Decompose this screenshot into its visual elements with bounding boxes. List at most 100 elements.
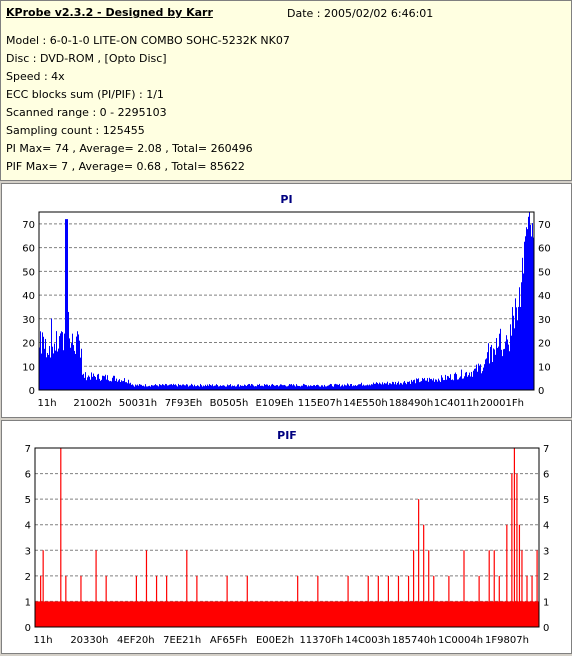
pi-bar [325, 386, 326, 390]
pi-bar [518, 306, 519, 390]
pi-bar [391, 384, 392, 390]
pif-spike [506, 524, 508, 627]
pi-bar [125, 382, 126, 390]
pi-bar [72, 333, 73, 390]
pi-bar [262, 385, 263, 390]
pi-chart-title: PI [280, 193, 292, 206]
pif-spike [166, 575, 168, 627]
pi-bar [191, 383, 192, 390]
pi-bar [284, 384, 285, 390]
pi-bar [482, 371, 483, 390]
pi-bar [427, 378, 428, 390]
pi-bar [76, 336, 77, 390]
pi-bar [227, 384, 228, 390]
pi-bar [387, 381, 388, 390]
pi-bar [231, 386, 232, 390]
pi-bar [289, 384, 290, 390]
pi-bar [497, 347, 498, 390]
pif-spike [513, 448, 515, 627]
pi-bar [228, 385, 229, 390]
pi-bar [444, 380, 445, 390]
pi-bar [324, 384, 325, 390]
pi-bar [215, 385, 216, 390]
pi-chart: PI 0 0 10 10 20 20 30 30 40 40 50 50 60 60 70 70 11h 21002… [22, 193, 551, 409]
pi-bar [477, 371, 478, 390]
pi-bar [399, 384, 400, 390]
pi-bar [208, 385, 209, 390]
pi-bar [266, 384, 267, 390]
pi-bar [416, 378, 417, 390]
pi-ytick-right: 50 [538, 267, 551, 278]
pi-bar [475, 368, 476, 390]
pi-bar [162, 384, 163, 390]
pi-bar [414, 379, 415, 390]
pi-bar [321, 385, 322, 390]
pi-bar [209, 384, 210, 390]
pi-bar [273, 384, 274, 390]
pi-bar [210, 384, 211, 390]
pi-bar [245, 385, 246, 390]
pi-bar [77, 331, 78, 390]
pi-bar [254, 386, 255, 390]
pif-ytick-right: 7 [543, 444, 549, 455]
pi-bar [128, 379, 129, 390]
pi-bar [204, 386, 205, 390]
pi-bar [514, 328, 515, 390]
pi-bar [80, 357, 81, 390]
pi-bar [219, 386, 220, 390]
pi-bar [143, 385, 144, 390]
pi-bar [320, 386, 321, 390]
pi-bar [406, 384, 407, 390]
info-range: Scanned range : 0 - 2295103 [6, 106, 167, 119]
pi-bar [458, 379, 459, 390]
pi-bar [383, 384, 384, 390]
pi-bar [261, 385, 262, 390]
pi-bar [84, 377, 85, 390]
pi-bar [190, 385, 191, 390]
pif-chart-panel: PIF 0 0 1 1 2 2 3 3 4 4 5 5 6 6 7 7 11h 20330h 4EF20h 7EE21h… [1, 420, 572, 654]
pi-bar [374, 383, 375, 390]
pi-bar [64, 333, 65, 390]
pi-bar [198, 385, 199, 390]
pi-bar [303, 383, 304, 390]
pi-bar [81, 348, 82, 390]
pi-bar [361, 382, 362, 390]
pi-bar [393, 382, 394, 390]
pif-chart-title: PIF [277, 429, 297, 442]
pi-bar [61, 331, 62, 390]
pi-bar [322, 385, 323, 390]
pi-bar [185, 385, 186, 390]
pi-bar [523, 273, 524, 390]
pi-bar [237, 384, 238, 390]
pif-ytick-left: 2 [25, 572, 31, 583]
pi-bar [504, 348, 505, 390]
pi-bar [281, 384, 282, 390]
pi-bar [148, 386, 149, 390]
pi-bar [339, 383, 340, 390]
pi-bar [513, 315, 514, 390]
pi-bar [285, 385, 286, 390]
pi-bar [156, 385, 157, 390]
pi-bar [131, 384, 132, 390]
pi-bar [68, 311, 69, 390]
pi-bar [151, 384, 152, 390]
pi-xtick: 1C4011h [434, 398, 479, 409]
pi-bar [52, 346, 53, 390]
pif-xtick: AF65Fh [210, 635, 247, 646]
pi-bar [428, 381, 429, 390]
pi-bar [481, 373, 482, 390]
pif-spike [423, 524, 425, 627]
pi-bar [222, 385, 223, 390]
pi-bar [384, 382, 385, 390]
pi-bar [153, 385, 154, 390]
pi-bar [459, 377, 460, 390]
pi-bar [118, 380, 119, 390]
pi-bar [267, 384, 268, 390]
pi-bar [501, 349, 502, 390]
pi-bar [161, 385, 162, 390]
pif-spike [317, 575, 319, 627]
pi-bar [130, 382, 131, 390]
pi-bar [505, 341, 506, 390]
pi-bar [309, 386, 310, 390]
pi-bar [327, 385, 328, 390]
